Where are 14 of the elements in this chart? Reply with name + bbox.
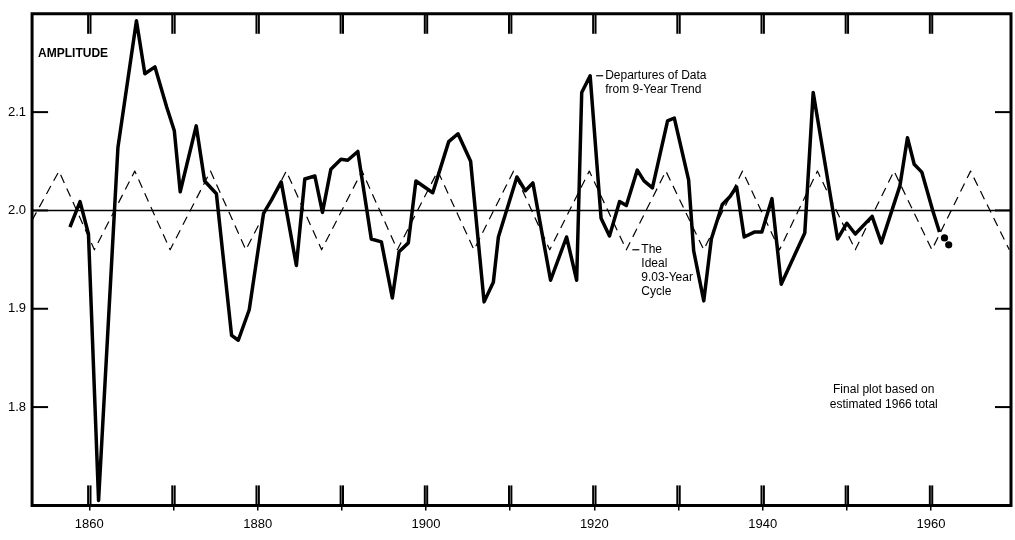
y-tick-label: 2.1 (7, 103, 27, 119)
y-tick-label: 1.9 (7, 300, 27, 316)
annotation: Final plot based on estimated 1966 total (829, 382, 938, 412)
annotation: Departures of Data from 9-Year Trend (605, 68, 707, 97)
x-tick-label: 1880 (243, 515, 273, 531)
annotation: The Ideal 9.03-Year Cycle (641, 242, 693, 299)
x-tick-label: 1860 (74, 515, 104, 531)
x-tick-label: 1900 (411, 515, 441, 531)
y-tick-label: 1.8 (7, 398, 27, 414)
x-tick-label: 1960 (916, 515, 946, 531)
x-tick-label: 1920 (579, 515, 609, 531)
y-tick-label: 2.0 (7, 202, 27, 218)
y-axis-title: AMPLITUDE (38, 46, 109, 61)
x-tick-label: 1940 (748, 515, 778, 531)
